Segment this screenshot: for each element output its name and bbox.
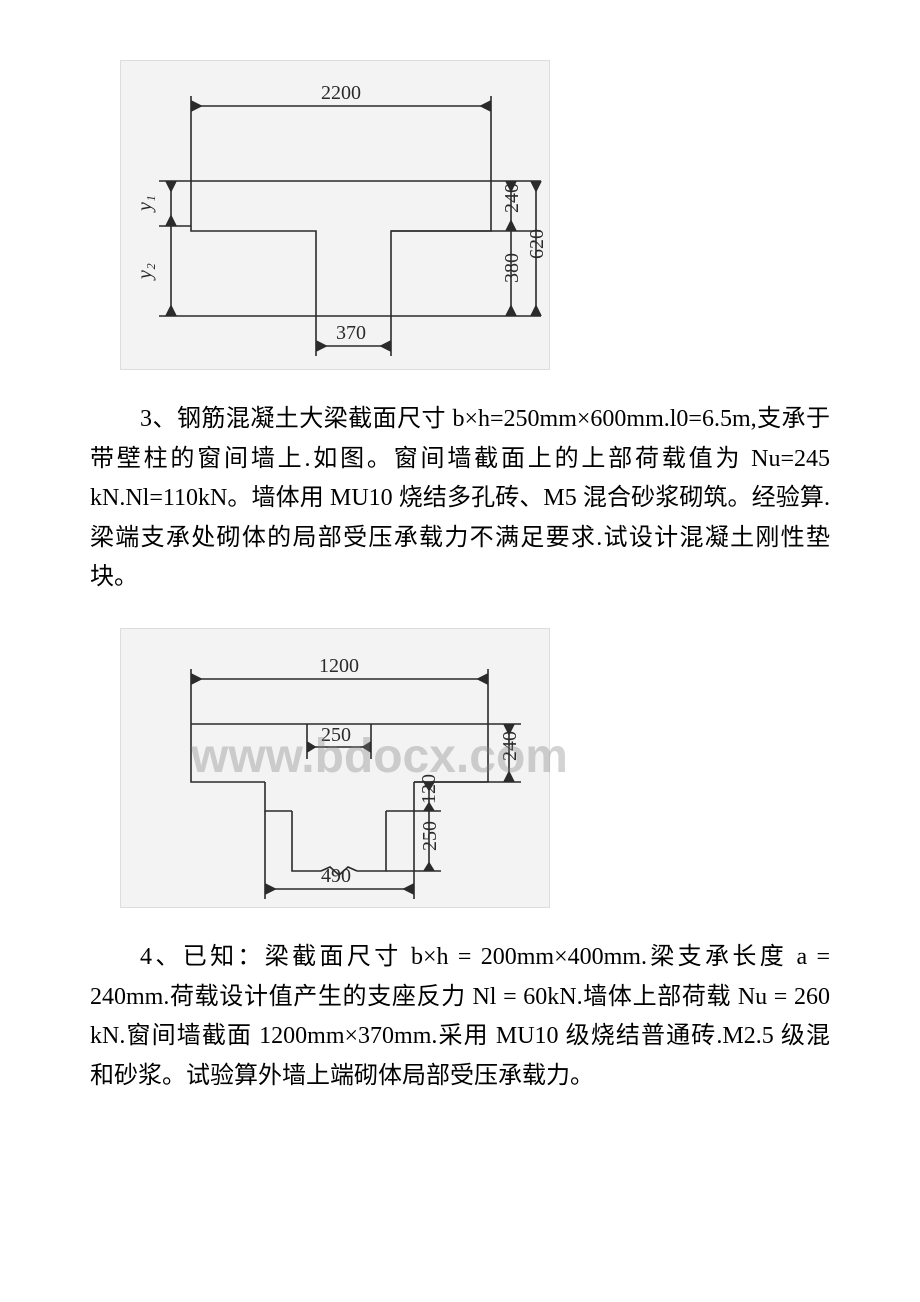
fig1-dim-370: 370 [336, 322, 366, 344]
para4-text: 已知：梁截面尺寸 b×h = 200mm×400mm.梁支承长度 a = 240… [90, 944, 830, 1089]
fig2-dim-250top: 250 [321, 724, 351, 746]
fig2-dim-240: 240 [499, 731, 521, 761]
figure-2: 250 1200 240 120 250 [120, 628, 550, 908]
paragraph-4: 4、已知：梁截面尺寸 b×h = 200mm×400mm.梁支承长度 a = 2… [90, 938, 830, 1096]
para3-num: 3、 [140, 406, 177, 432]
paragraph-3: 3、钢筋混凝土大梁截面尺寸 b×h=250mm×600mm.l0=6.5m,支承… [90, 400, 830, 598]
figure-1-svg: 2200 240 380 620 y₁ y₂ [121, 61, 551, 371]
fig2-dim-1200: 1200 [319, 655, 359, 677]
fig1-dim-top: 2200 [321, 82, 361, 104]
fig2-dim-490: 490 [321, 865, 351, 887]
figure-2-svg: 250 1200 240 120 250 [121, 629, 551, 909]
fig2-dim-250: 250 [419, 821, 441, 851]
fig1-dim-380: 380 [501, 253, 523, 283]
para4-num: 4、 [140, 944, 183, 970]
fig1-dim-y2: y₂ [134, 263, 156, 281]
figure-1: 2200 240 380 620 y₁ y₂ [120, 60, 550, 370]
para3-text: 钢筋混凝土大梁截面尺寸 b×h=250mm×600mm.l0=6.5m,支承于带… [90, 406, 830, 590]
fig1-dim-620: 620 [526, 229, 548, 259]
fig1-dim-y1: y₁ [134, 195, 156, 213]
fig1-dim-240: 240 [501, 183, 523, 213]
fig2-dim-120: 120 [418, 774, 440, 804]
